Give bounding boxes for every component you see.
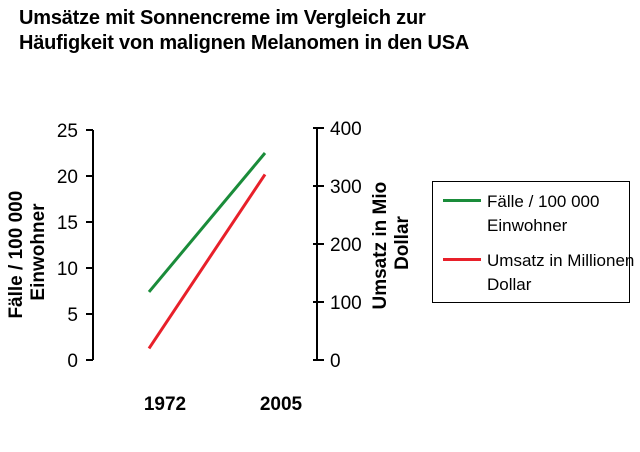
right-y-axis-label-line-1: Umsatz in Mio (370, 182, 391, 310)
right-y-axis-tick-label: 100 (330, 293, 362, 314)
right-y-axis-tick-label: 200 (330, 235, 362, 256)
left-y-axis-tick-label: 10 (57, 259, 78, 280)
right-y-axis-tick-label: 400 (330, 119, 362, 140)
left-y-axis-label: Fälle / 100 000 Einwohner (6, 185, 49, 318)
right-y-axis-label-line-2: Dollar (392, 215, 413, 269)
right-y-axis-tick-label: 0 (330, 351, 341, 372)
legend-label-faelle: Fälle / 100 000 Einwohner (487, 190, 637, 238)
legend: Fälle / 100 000 Einwohner Umsatz in Mill… (432, 181, 634, 303)
legend-label-umsatz-line-1: Umsatz in Millionen (487, 251, 635, 270)
left-y-axis-tick-label: 5 (67, 305, 78, 326)
left-y-axis-label-line-2: Einwohner (28, 203, 49, 301)
series-line-faelle (147, 152, 267, 293)
left-y-axis-tick-label: 0 (67, 351, 78, 372)
right-y-axis-tick-label: 300 (330, 177, 362, 198)
series-line-umsatz (147, 173, 267, 350)
x-axis-tick-label: 1972 (144, 394, 186, 415)
legend-swatch-umsatz (443, 258, 481, 261)
x-axis-tick-label: 2005 (260, 394, 303, 415)
left-y-axis: 0 5 10 15 20 25 (57, 121, 94, 372)
x-axis-tick-labels: 1972 2005 (144, 394, 303, 415)
left-y-axis-tick-label: 20 (57, 167, 78, 188)
legend-swatch-faelle (443, 199, 481, 202)
left-y-axis-tick-label: 25 (57, 121, 78, 142)
legend-label-faelle-line-1: Fälle / 100 000 (487, 192, 600, 211)
legend-label-umsatz-line-2: Dollar (487, 275, 532, 294)
legend-label-faelle-line-2: Einwohner (487, 216, 568, 235)
right-y-axis-label: Umsatz in Mio Dollar (370, 176, 413, 309)
chart-title: Umsätze mit Sonnencreme im Vergleich zur… (19, 6, 619, 56)
chart-title-line-1: Umsätze mit Sonnencreme im Vergleich zur (19, 7, 426, 29)
series-lines (147, 152, 267, 350)
right-y-axis: 0 100 200 300 400 (313, 119, 362, 372)
chart-title-line-2: Häufigkeit von malignen Melanomen in den… (19, 32, 470, 54)
legend-label-umsatz: Umsatz in Millionen Dollar (487, 249, 637, 297)
left-y-axis-tick-label: 15 (57, 213, 78, 234)
left-y-axis-label-line-1: Fälle / 100 000 (6, 191, 27, 319)
